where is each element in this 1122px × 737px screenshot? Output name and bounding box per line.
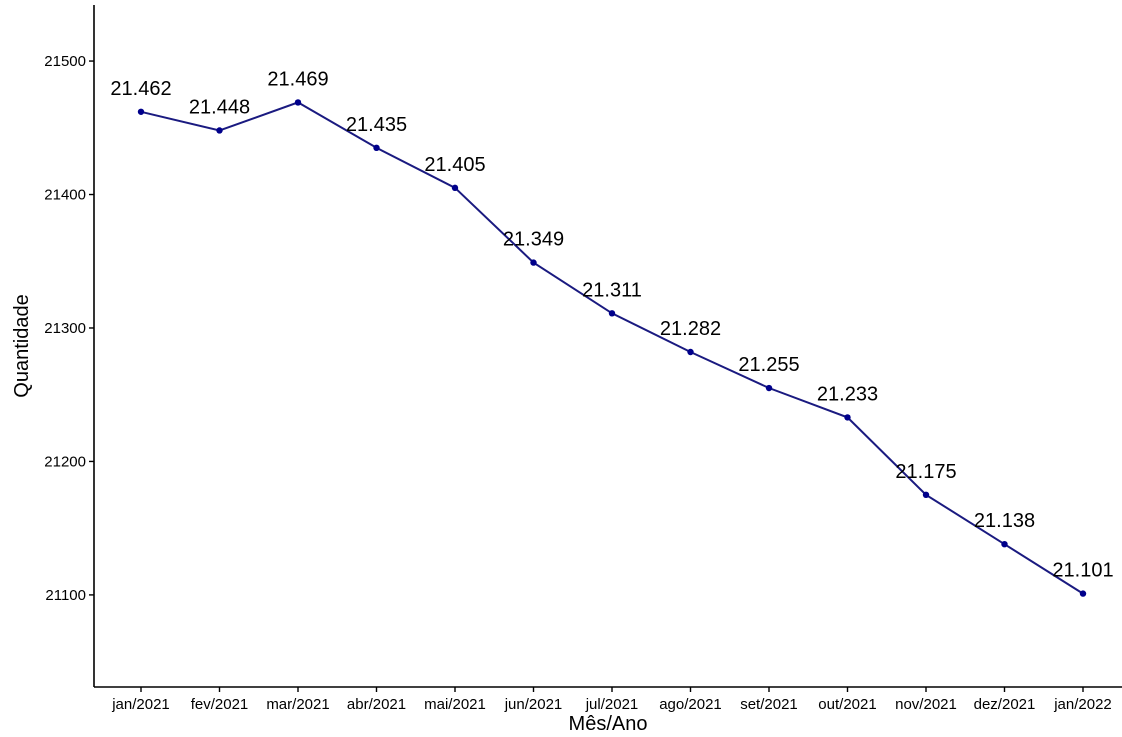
data-label: 21.101 <box>1052 560 1113 582</box>
data-point <box>530 259 537 266</box>
x-tick-label: dez/2021 <box>974 696 1036 713</box>
data-labels: 21.462 21.448 21.469 21.435 21.405 21.349 21.3… <box>110 68 1113 581</box>
data-label: 21.435 <box>346 114 407 136</box>
data-points <box>137 99 1087 597</box>
data-label: 21.349 <box>503 229 564 251</box>
data-point <box>608 310 616 317</box>
x-tick-label: nov/2021 <box>895 696 957 713</box>
data-point <box>373 144 380 152</box>
x-axis-title: Mês/Ano <box>569 713 648 735</box>
data-label: 21.405 <box>424 154 485 176</box>
series-line <box>140 101 1084 595</box>
data-label: 21.282 <box>660 318 721 340</box>
data-label: 21.138 <box>974 510 1035 532</box>
y-tick-label: 21100 <box>45 587 86 604</box>
data-point <box>687 348 694 356</box>
y-tick-label: 21300 <box>44 320 86 337</box>
y-axis-title: Quantidade <box>11 294 33 397</box>
data-label: 21.311 <box>582 279 642 301</box>
x-tick-label: jul/2021 <box>585 696 639 713</box>
x-tick-label: out/2021 <box>818 696 876 713</box>
data-label: 21.448 <box>189 96 250 118</box>
data-point <box>844 414 851 421</box>
data-point <box>765 384 773 392</box>
y-ticks: 21100 21200 21300 21400 21500 <box>44 53 94 604</box>
axes <box>93 5 1122 688</box>
data-label: 21.255 <box>738 354 799 376</box>
x-tick-label: mar/2021 <box>266 696 329 713</box>
x-tick-label: jan/2021 <box>111 696 170 713</box>
y-tick-label: 21400 <box>44 187 86 204</box>
data-label: 21.175 <box>895 461 956 483</box>
data-label: 21.462 <box>110 78 171 100</box>
x-tick-label: abr/2021 <box>347 696 406 713</box>
data-point <box>451 184 459 192</box>
data-label: 21.233 <box>817 383 878 405</box>
data-point <box>216 127 223 134</box>
x-tick-label: jun/2021 <box>504 696 563 713</box>
x-tick-label: jan/2022 <box>1053 696 1112 713</box>
data-point <box>137 108 145 115</box>
x-tick-label: mai/2021 <box>424 696 486 713</box>
x-tick-label: ago/2021 <box>659 696 722 713</box>
data-label: 21.469 <box>267 68 328 90</box>
x-ticks: jan/2021 fev/2021 mar/2021 abr/2021 mai/2021… <box>111 687 1112 713</box>
x-tick-label: fev/2021 <box>191 696 249 713</box>
y-tick-label: 21500 <box>44 53 86 70</box>
data-point <box>1079 590 1087 597</box>
data-point <box>922 491 930 499</box>
data-point <box>294 99 302 106</box>
data-point <box>1001 540 1008 548</box>
y-tick-label: 21200 <box>44 453 86 470</box>
x-tick-label: set/2021 <box>740 696 798 713</box>
